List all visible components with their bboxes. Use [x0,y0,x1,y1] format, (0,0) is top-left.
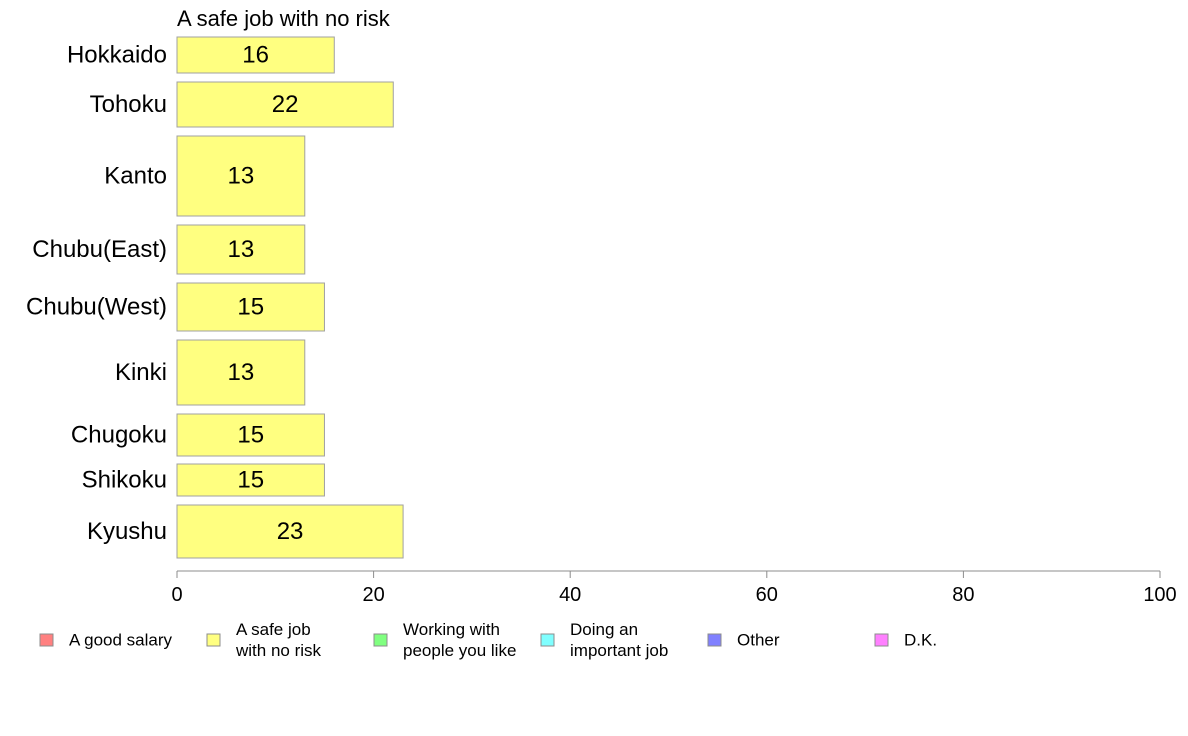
legend-label: with no risk [235,641,322,660]
category-label: Tohoku [90,91,167,118]
bar-value-label: 22 [272,91,299,118]
legend-swatch [707,633,722,647]
category-label: Kyushu [87,518,167,545]
x-tick-label: 80 [952,584,974,606]
category-label: Shikoku [82,467,167,494]
bar-chubu-east [176,224,306,275]
panel-title: A safe job with no risk [177,6,391,31]
legend-swatch [540,633,555,647]
x-axis: 0 20 40 60 80 100 [171,570,1177,606]
legend-label: D.K. [904,631,937,650]
legend-label: people you like [403,641,516,660]
legend-label: important job [570,641,668,660]
category-label: Chubu(East) [32,236,167,263]
category-label: Hokkaido [67,42,167,69]
legend-swatch [206,633,221,647]
category-label: Chubu(West) [26,294,167,321]
bar-value-label: 15 [237,422,264,449]
x-tick-label: 0 [171,584,182,606]
bars-group: 16 Hokkaido 22 Tohoku 13 Kanto 13 Chubu(East) 15… [26,36,404,559]
legend-label: Other [737,631,780,650]
legend-swatch [373,633,388,647]
bar-value-label: 15 [237,294,264,321]
legend-swatch [39,633,54,647]
category-label: Kanto [104,163,167,190]
x-tick-label: 100 [1143,584,1176,606]
legend-label: A safe job [236,620,311,639]
bar-value-label: 13 [228,236,255,263]
bar-kinki [176,339,306,406]
bar-value-label: 16 [242,42,269,69]
bar-kyushu [176,504,404,559]
category-label: Kinki [115,359,167,386]
legend-label: Working with [403,620,500,639]
bar-value-label: 23 [277,518,304,545]
bar-value-label: 13 [228,163,255,190]
x-tick-label: 60 [756,584,778,606]
legend-swatch [874,633,889,647]
legend: A good salary A safe job with no risk Worki… [39,620,937,660]
legend-label: Doing an [570,620,638,639]
bar-chugoku [176,413,325,457]
x-tick-label: 40 [559,584,581,606]
x-tick-label: 20 [362,584,384,606]
bar-shikoku [176,463,325,497]
category-label: Chugoku [71,422,167,449]
bar-tohoku [176,81,394,128]
legend-label: A good salary [69,631,173,650]
bar-value-label: 13 [228,359,255,386]
bar-kanto [176,135,306,217]
bar-value-label: 15 [237,467,264,494]
bar-hokkaido [176,36,335,74]
bar-chubu-west [176,282,325,332]
